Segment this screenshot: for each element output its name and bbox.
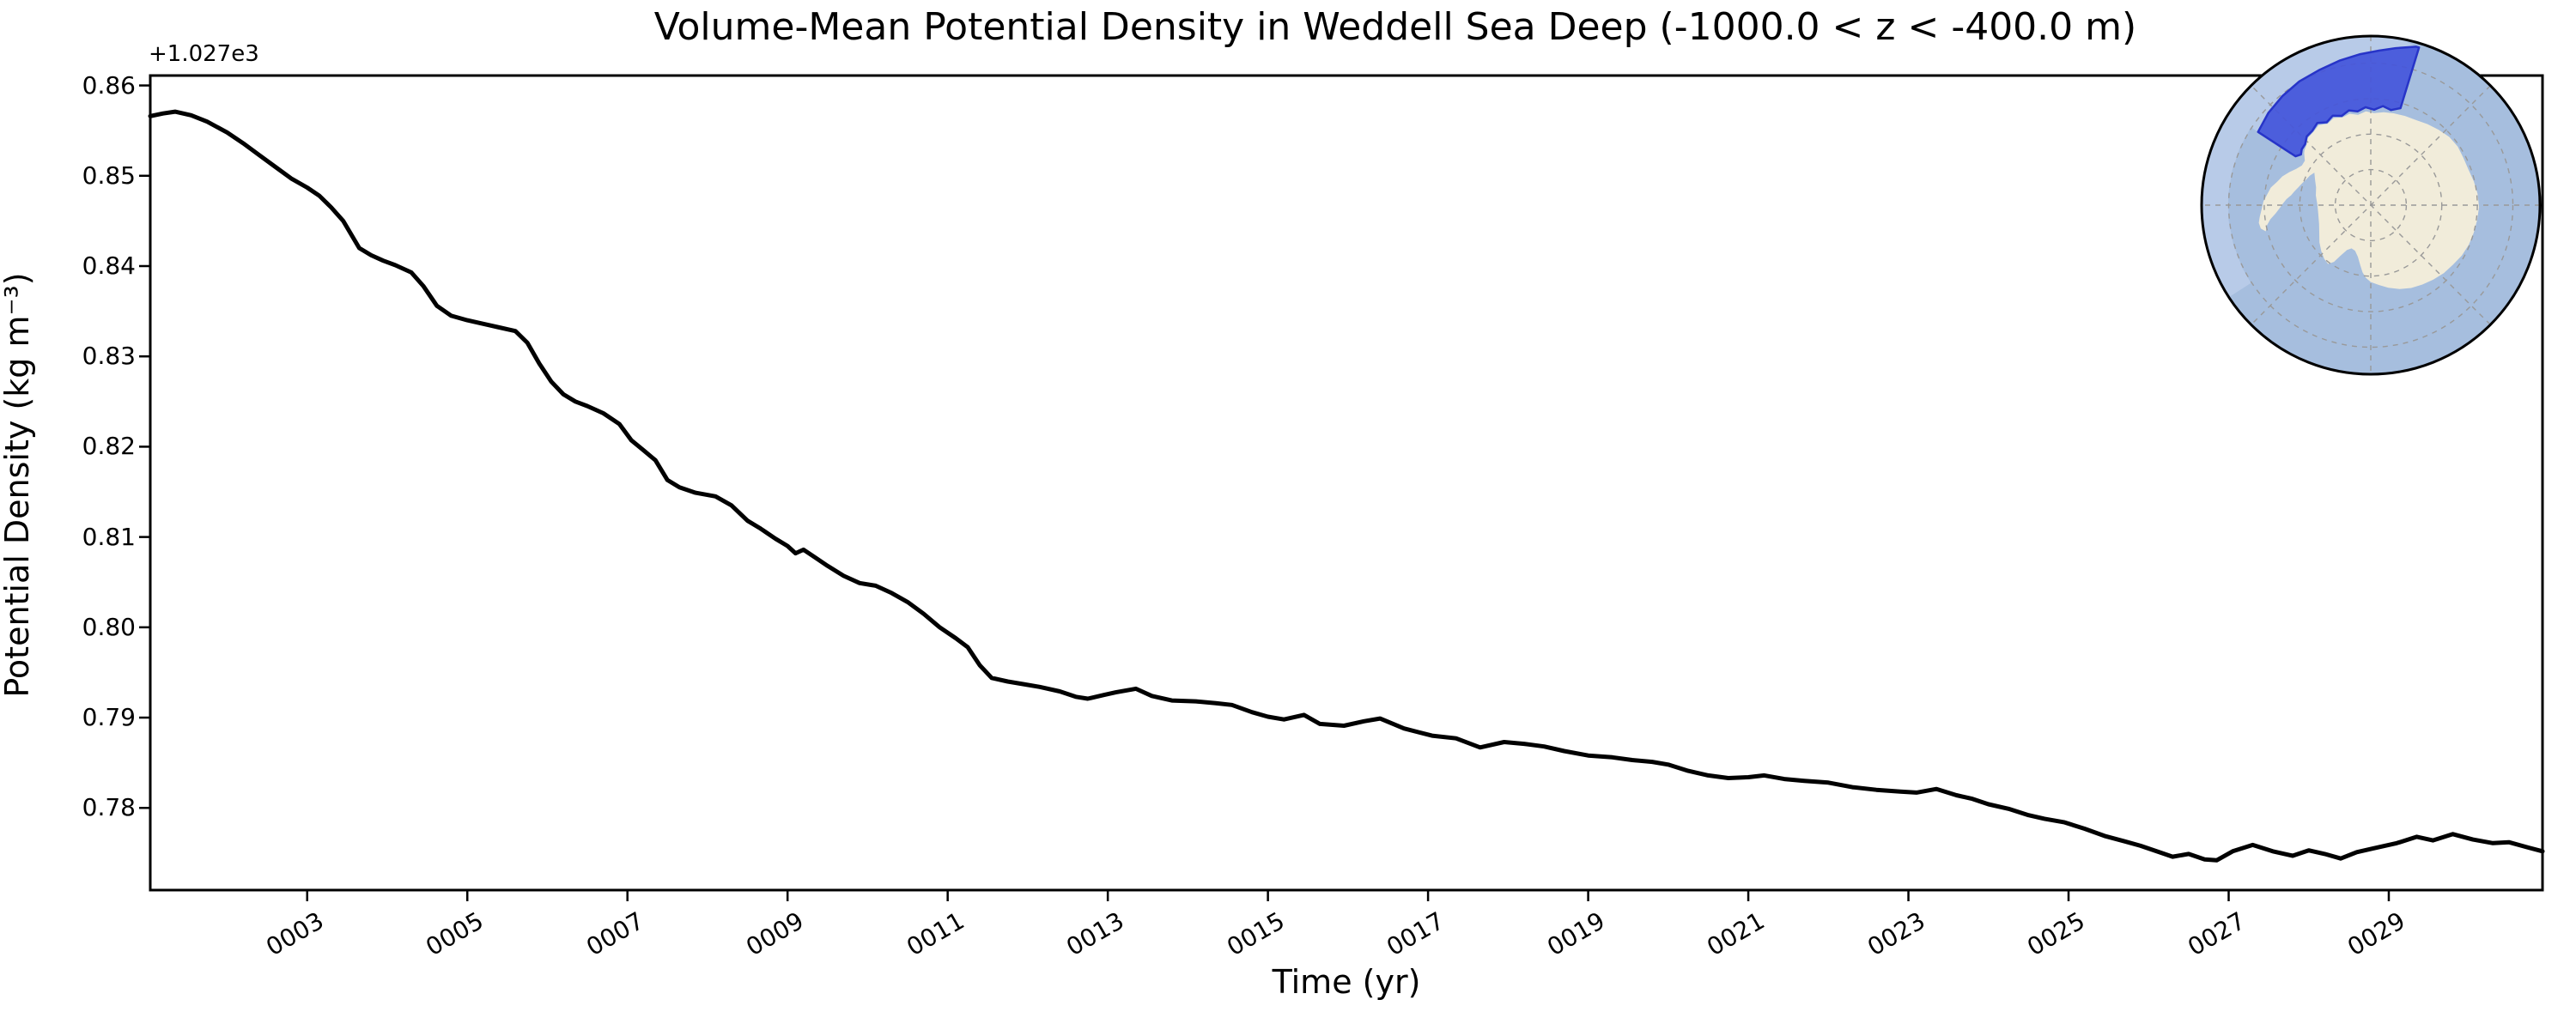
axes-spines: [149, 74, 2544, 892]
antarctica-landmass: [2258, 111, 2480, 289]
y-axis-offset-text: +1.027e3: [149, 41, 259, 67]
graticule-parallel: [2299, 133, 2443, 277]
y-tick-label: 0.78: [82, 793, 136, 822]
map-island: [2301, 166, 2311, 173]
x-axis-label: Time (yr): [1272, 963, 1421, 1001]
weddell-region-highlight: [2257, 45, 2421, 158]
y-tick-label: 0.80: [82, 612, 136, 641]
map-boundary-circle: [2200, 34, 2542, 376]
y-tick-label: 0.84: [82, 251, 136, 280]
y-tick-label: 0.86: [82, 70, 136, 100]
map-outer-band: [2202, 36, 2416, 298]
graticule-parallel: [2334, 168, 2408, 242]
y-tick-label: 0.82: [82, 432, 136, 461]
chart-title: Volume-Mean Potential Density in Weddell…: [653, 5, 2137, 49]
y-tick-label: 0.79: [82, 703, 136, 732]
map-island: [2288, 173, 2305, 184]
y-tick-label: 0.83: [82, 342, 136, 371]
antarctica-inset-map: [2200, 34, 2542, 376]
y-tick-label: 0.85: [82, 161, 136, 190]
y-tick-label: 0.81: [82, 522, 136, 551]
density-line: [148, 109, 2545, 863]
